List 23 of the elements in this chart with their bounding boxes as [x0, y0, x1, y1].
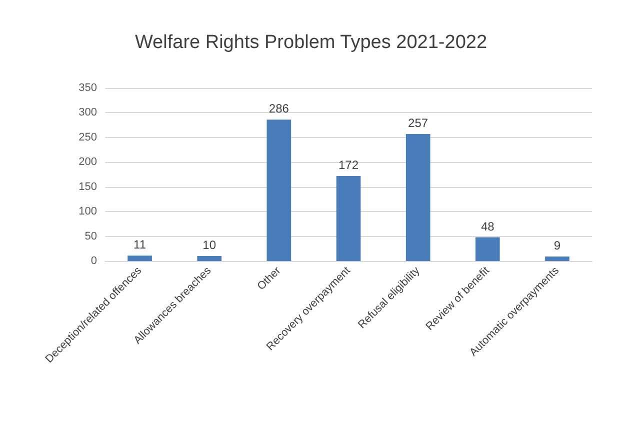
data-label: 10 — [202, 238, 216, 252]
bar — [336, 176, 361, 261]
y-tick-label: 250 — [78, 131, 97, 144]
bar — [475, 237, 500, 261]
bar — [197, 256, 222, 261]
y-tick-label: 150 — [78, 180, 97, 193]
y-tick-label: 300 — [78, 106, 97, 119]
data-label: 286 — [268, 102, 290, 116]
y-tick-label: 100 — [78, 206, 97, 218]
y-tick-label: 0 — [90, 255, 97, 267]
bar — [545, 256, 570, 261]
data-label: 172 — [338, 158, 359, 172]
data-label: 9 — [554, 238, 561, 253]
data-label: 11 — [134, 238, 146, 252]
bar — [128, 256, 152, 261]
y-tick-label: 50 — [84, 230, 97, 242]
chart-title: Welfare Rights Problem Types 2021-2022 — [134, 32, 488, 53]
y-tick-label: 350 — [78, 82, 97, 94]
bar — [266, 120, 292, 261]
data-label: 257 — [408, 116, 428, 130]
data-label: 48 — [480, 219, 495, 234]
bar — [406, 134, 430, 261]
y-tick-label: 200 — [78, 156, 97, 168]
